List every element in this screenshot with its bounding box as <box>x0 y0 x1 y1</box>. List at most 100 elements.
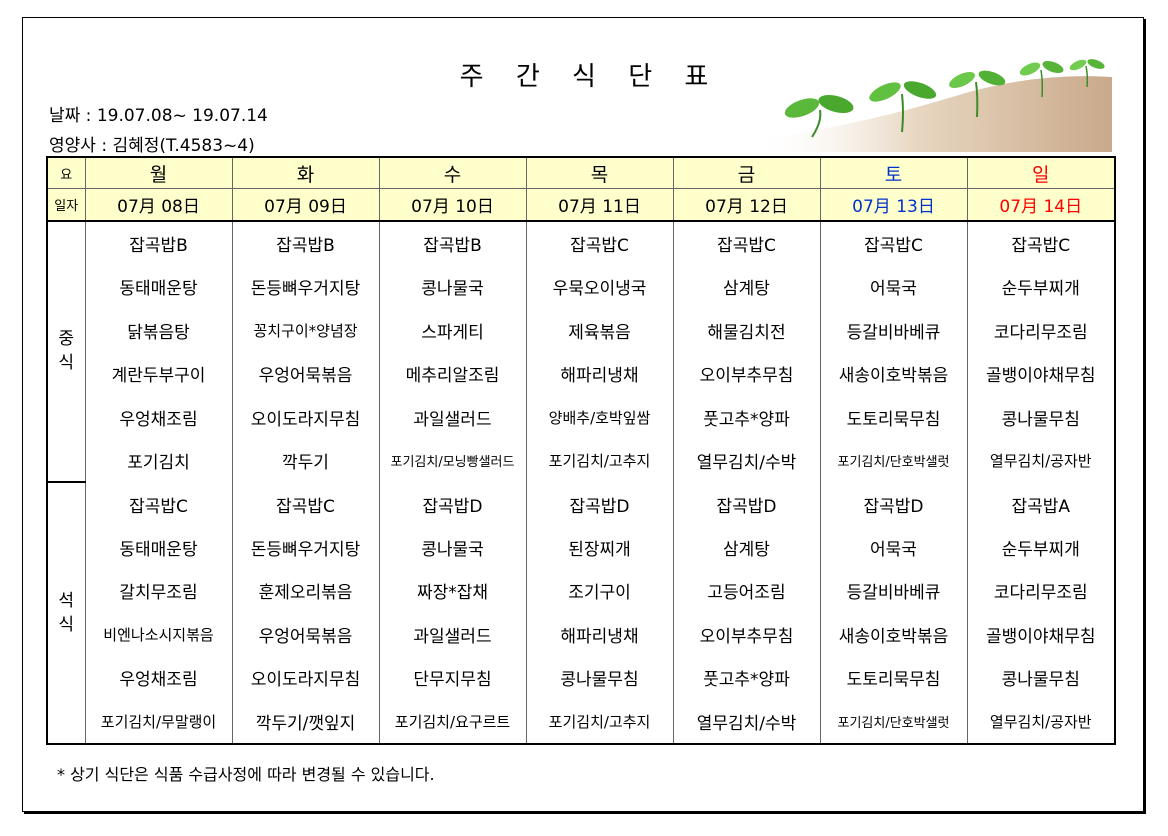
date-row: 일자 07月 08日 07月 09日 07月 10日 07月 11日 07月 1… <box>46 188 1116 222</box>
dinner-dish: 해파리냉채 <box>525 612 673 657</box>
lunch-dish: 콩나물국 <box>378 265 526 309</box>
lunch-dish: 양배추/호박잎쌈 <box>525 395 673 439</box>
weekday-tue: 화 <box>231 156 380 190</box>
date-thu: 07月 11日 <box>525 188 674 222</box>
dinner-dish: 갈치무조림 <box>84 569 232 613</box>
lunch-row: 닭볶음탕 꽁치구이*양념장 스파게티 제육볶음 해물김치전 등갈비바베큐 코다리무조림 <box>47 308 1115 352</box>
dinner-dish: 잡곡밥D <box>378 482 526 526</box>
lunch-dish: 포기김치/모닝빵샐러드 <box>378 438 526 483</box>
lunch-dish: 해물김치전 <box>672 308 820 352</box>
dinner-dish: 포기김치/무말랭이 <box>84 699 232 744</box>
lunch-dish: 콩나물무침 <box>966 395 1115 439</box>
date-wed: 07月 10日 <box>378 188 527 222</box>
lunch-section: 중 식 잡곡밥B 잡곡밥B 잡곡밥B 잡곡밥C 잡곡밥C 잡곡밥C 잡곡밥C 동태매운탕 돈등뼈우거… <box>46 220 1115 484</box>
lunch-dish: 메추리알조림 <box>378 351 526 396</box>
dinner-dish: 등갈비바베큐 <box>819 569 967 613</box>
lunch-dish: 닭볶음탕 <box>84 308 232 352</box>
dinner-dish: 순두부찌개 <box>966 525 1115 570</box>
dinner-dish: 포기김치/고추지 <box>525 699 673 744</box>
lunch-dish: 포기김치 <box>84 438 232 483</box>
dinner-dish: 깍두기/깻잎지 <box>231 699 379 744</box>
lunch-dish: 잡곡밥C <box>819 220 967 266</box>
lunch-dish: 순두부찌개 <box>966 265 1115 309</box>
lunch-dish: 삼계탕 <box>672 265 820 309</box>
dinner-dish: 우엉채조림 <box>84 656 232 700</box>
dinner-dish: 열무김치/공자반 <box>966 699 1115 744</box>
footnote: * 상기 식단은 식품 수급사정에 따라 변경될 수 있습니다. <box>57 765 435 784</box>
lunch-dish: 우묵오이냉국 <box>525 265 673 309</box>
lunch-dish: 풋고추*양파 <box>672 395 820 439</box>
lunch-dish: 코다리무조림 <box>966 308 1115 352</box>
dinner-dish: 잡곡밥A <box>966 482 1115 526</box>
lunch-row: 중 식 잡곡밥B 잡곡밥B 잡곡밥B 잡곡밥C 잡곡밥C 잡곡밥C 잡곡밥C <box>46 220 1115 484</box>
dinner-dish: 삼계탕 <box>672 525 820 570</box>
dinner-row: 동태매운탕 돈등뼈우거지탕 콩나물국 된장찌개 삼계탕 어묵국 순두부찌개 <box>47 525 1115 570</box>
dinner-dish: 코다리무조림 <box>966 569 1115 613</box>
dinner-dish: 돈등뼈우거지탕 <box>231 525 379 570</box>
lunch-dish: 잡곡밥C <box>525 220 673 266</box>
weekday-row: 요 월 화 수 목 금 토 일 <box>46 156 1116 190</box>
lunch-dish: 잡곡밥B <box>231 220 379 266</box>
dinner-label-char: 식 <box>58 615 75 636</box>
lunch-row: 계란두부구이 우엉어묵볶음 메추리알조림 해파리냉채 오이부추무침 새송이호박볶음 골뱅이야… <box>47 351 1115 396</box>
dinner-row: 비엔나소시지볶음 우엉어묵볶음 과일샐러드 해파리냉채 오이부추무침 새송이호박볶음 골뱅이… <box>47 612 1115 657</box>
page-title: 주 간 식 단 표 <box>459 62 721 92</box>
weekday-fri: 금 <box>672 156 821 190</box>
date-sat: 07月 13日 <box>819 188 968 222</box>
dinner-dish: 잡곡밥D <box>819 482 967 526</box>
dinner-dish: 우엉어묵볶음 <box>231 612 379 657</box>
dinner-dish: 잡곡밥C <box>231 482 379 526</box>
lunch-dish: 잡곡밥B <box>84 220 232 266</box>
dinner-dish: 포기김치/단호박샐럿 <box>819 699 967 744</box>
dinner-dish: 훈제오리볶음 <box>231 569 379 613</box>
dinner-dish: 콩나물국 <box>378 525 526 570</box>
lunch-row: 우엉채조림 오이도라지무침 과일샐러드 양배추/호박잎쌈 풋고추*양파 도토리묵무침 콩나물… <box>47 395 1115 439</box>
lunch-dish: 새송이호박볶음 <box>819 351 967 396</box>
dinner-dish: 잡곡밥C <box>84 482 232 526</box>
lunch-dish: 골뱅이야채무침 <box>966 351 1115 396</box>
lunch-dish: 우엉채조림 <box>84 395 232 439</box>
dinner-dish: 콩나물무침 <box>525 656 673 700</box>
dinner-dish: 도토리묵무침 <box>819 656 967 700</box>
lunch-row: 포기김치 깍두기 포기김치/모닝빵샐러드 포기김치/고추지 열무김치/수박 포기김치/단호… <box>47 438 1115 483</box>
date-fri: 07月 12日 <box>672 188 821 222</box>
dinner-label-char: 석 <box>58 591 75 612</box>
dinner-dish: 열무김치/수박 <box>672 699 820 744</box>
nutritionist-info: 영양사 : 김혜정(T.4583~4) <box>49 136 255 156</box>
date-mon: 07月 08日 <box>84 188 233 222</box>
dinner-dish: 어묵국 <box>819 525 967 570</box>
dinner-dish: 풋고추*양파 <box>672 656 820 700</box>
dinner-dish: 단무지무침 <box>378 656 526 700</box>
dinner-dish: 골뱅이야채무침 <box>966 612 1115 657</box>
lunch-dish: 스파게티 <box>378 308 526 352</box>
weekday-wed: 수 <box>378 156 527 190</box>
lunch-dish: 계란두부구이 <box>84 351 232 396</box>
dinner-dish: 오이도라지무침 <box>231 656 379 700</box>
dinner-dish: 된장찌개 <box>525 525 673 570</box>
dinner-section: 석 식 잡곡밥C 잡곡밥C 잡곡밥D 잡곡밥D 잡곡밥D 잡곡밥D 잡곡밥A 동태매운탕 돈등뼈우거… <box>46 481 1115 745</box>
lunch-dish: 제육볶음 <box>525 308 673 352</box>
date-sun: 07月 14日 <box>966 188 1116 222</box>
date-range: 날짜 : 19.07.08~ 19.07.14 <box>49 106 268 126</box>
dinner-dish: 과일샐러드 <box>378 612 526 657</box>
lunch-dish: 과일샐러드 <box>378 395 526 439</box>
sprout-illustration <box>752 59 1112 152</box>
dinner-dish: 짜장*잡채 <box>378 569 526 613</box>
date-label: 일자 <box>46 188 86 222</box>
lunch-dish: 열무김치/수박 <box>672 438 820 483</box>
weekday-label: 요 <box>46 156 86 190</box>
weekday-mon: 월 <box>84 156 233 190</box>
lunch-dish: 동태매운탕 <box>84 265 232 309</box>
lunch-row: 동태매운탕 돈등뼈우거지탕 콩나물국 우묵오이냉국 삼계탕 어묵국 순두부찌개 <box>47 265 1115 309</box>
dinner-dish: 새송이호박볶음 <box>819 612 967 657</box>
lunch-dish: 돈등뼈우거지탕 <box>231 265 379 309</box>
dinner-row: 석 식 잡곡밥C 잡곡밥C 잡곡밥D 잡곡밥D 잡곡밥D 잡곡밥D 잡곡밥A <box>46 481 1115 745</box>
lunch-dish: 오이도라지무침 <box>231 395 379 439</box>
dinner-dish: 동태매운탕 <box>84 525 232 570</box>
lunch-dish: 해파리냉채 <box>525 351 673 396</box>
lunch-dish: 오이부추무침 <box>672 351 820 396</box>
lunch-dish: 등갈비바베큐 <box>819 308 967 352</box>
dinner-dish: 잡곡밥D <box>525 482 673 526</box>
